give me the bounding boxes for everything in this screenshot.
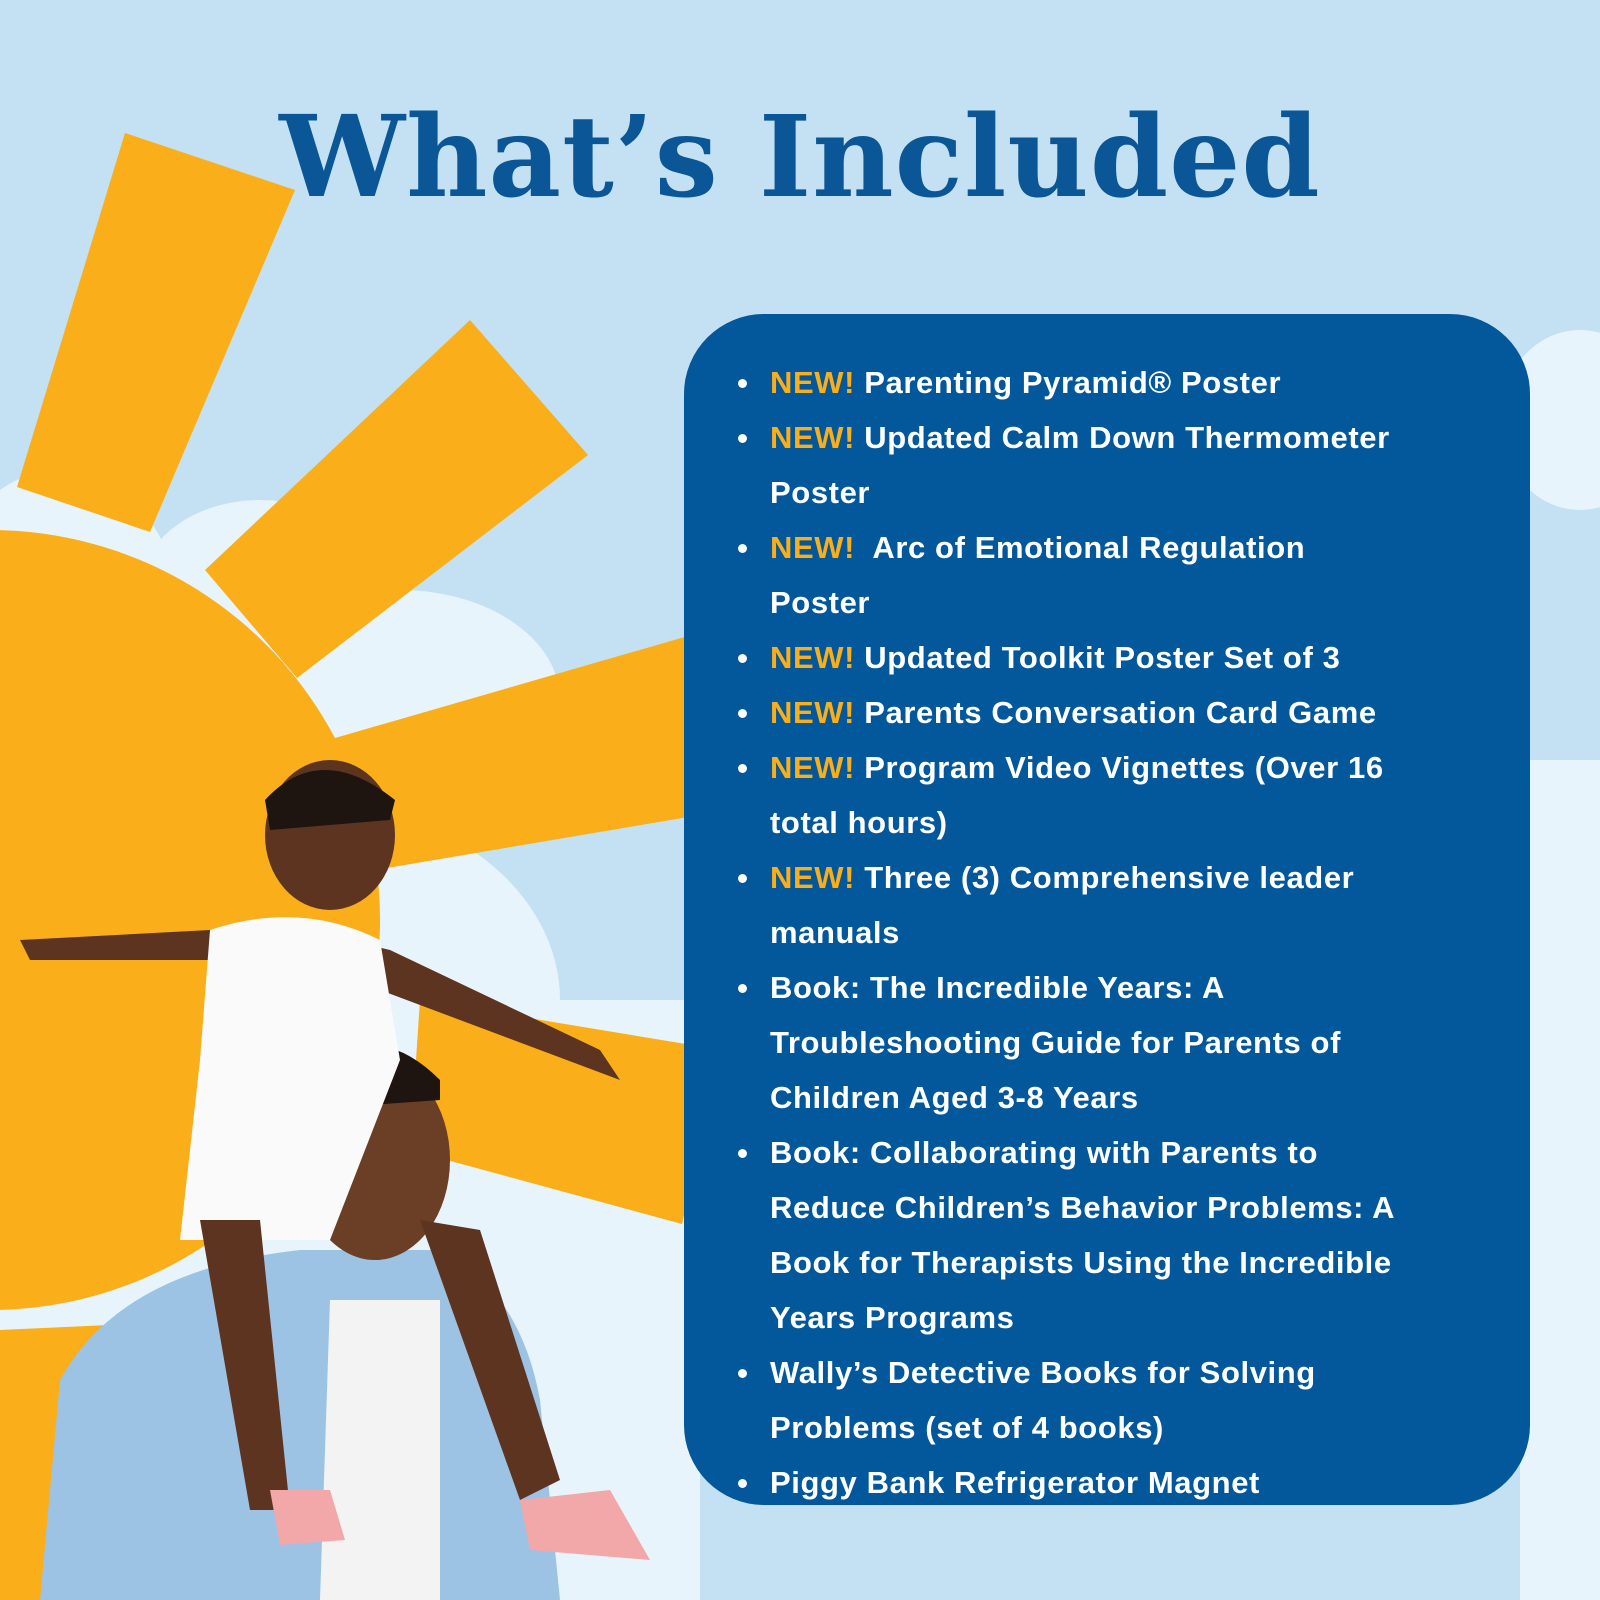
list-item-line: total hours) — [770, 795, 1520, 850]
list-item: NEW! Updated Calm Down Thermometer Poster — [738, 410, 1520, 520]
new-badge: NEW! — [770, 420, 856, 455]
list-item-line: NEW! Arc of Emotional Regulation — [770, 520, 1520, 575]
list-item-text: Book for Therapists Using the Incredible — [770, 1245, 1392, 1280]
bullet-icon — [738, 1479, 747, 1488]
list-item-line: Problems (set of 4 books) — [770, 1400, 1520, 1455]
included-items-panel — [684, 314, 1530, 1505]
list-item-text: Reduce Children’s Behavior Problems: A — [770, 1190, 1396, 1225]
list-item-line: Poster — [770, 575, 1520, 630]
bullet-icon — [738, 379, 747, 388]
new-badge: NEW! — [770, 860, 856, 895]
list-item-text: Parents Conversation Card Game — [864, 695, 1377, 730]
list-item-text: manuals — [770, 915, 900, 950]
list-item: NEW! Updated Toolkit Poster Set of 3 — [738, 630, 1520, 685]
list-item-line: NEW! Parents Conversation Card Game — [770, 685, 1520, 740]
bullet-icon — [738, 709, 747, 718]
list-item-text: Troubleshooting Guide for Parents of — [770, 1025, 1342, 1060]
bullet-icon — [738, 654, 747, 663]
included-items-list: NEW! Parenting Pyramid® Poster NEW! Updat… — [738, 355, 1520, 1510]
list-item-text: Updated Toolkit Poster Set of 3 — [864, 640, 1341, 675]
new-badge: NEW! — [770, 750, 856, 785]
list-item-text: Years Programs — [770, 1300, 1015, 1335]
new-badge: NEW! — [770, 365, 856, 400]
bullet-icon — [738, 874, 747, 883]
list-item-line: Years Programs — [770, 1290, 1520, 1345]
list-item: NEW! Parents Conversation Card Game — [738, 685, 1520, 740]
list-item-line: Reduce Children’s Behavior Problems: A — [770, 1180, 1520, 1235]
list-item-text: Book: Collaborating with Parents to — [770, 1135, 1319, 1170]
list-item-text: Book: The Incredible Years: A — [770, 970, 1225, 1005]
bullet-icon — [738, 984, 747, 993]
list-item: NEW! Arc of Emotional Regulation Poster — [738, 520, 1520, 630]
bullet-icon — [738, 764, 747, 773]
new-badge: NEW! — [770, 530, 856, 565]
list-item: Wally’s Detective Books for Solving Probl… — [738, 1345, 1520, 1455]
list-item-line: Troubleshooting Guide for Parents of — [770, 1015, 1520, 1070]
list-item-text: Children Aged 3-8 Years — [770, 1080, 1139, 1115]
list-item-text: Updated Calm Down Thermometer — [864, 420, 1390, 455]
list-item-line: NEW! Updated Calm Down Thermometer — [770, 410, 1520, 465]
list-item-line: Book for Therapists Using the Incredible — [770, 1235, 1520, 1290]
list-item: Book: Collaborating with Parents to Reduc… — [738, 1125, 1520, 1345]
list-item-text: Poster — [770, 585, 871, 620]
bullet-icon — [738, 1369, 747, 1378]
bullet-icon — [738, 544, 747, 553]
list-item-text: Parenting Pyramid® Poster — [864, 365, 1282, 400]
list-item-text: Problems (set of 4 books) — [770, 1410, 1164, 1445]
list-item-text: total hours) — [770, 805, 948, 840]
bullet-icon — [738, 434, 747, 443]
list-item: NEW! Program Video Vignettes (Over 16 tot… — [738, 740, 1520, 850]
list-item-text: Wally’s Detective Books for Solving — [770, 1355, 1316, 1390]
father-and-daughter-photo — [20, 760, 650, 1600]
list-item-line: Piggy Bank Refrigerator Magnet — [770, 1455, 1520, 1510]
list-item-line: NEW! Three (3) Comprehensive leader — [770, 850, 1520, 905]
list-item-line: NEW! Program Video Vignettes (Over 16 — [770, 740, 1520, 795]
list-item-line: Children Aged 3-8 Years — [770, 1070, 1520, 1125]
list-item-text: Poster — [770, 475, 871, 510]
list-item-text: Program Video Vignettes (Over 16 — [864, 750, 1384, 785]
list-item-line: manuals — [770, 905, 1520, 960]
list-item-line: NEW! Updated Toolkit Poster Set of 3 — [770, 630, 1520, 685]
list-item-line: Book: The Incredible Years: A — [770, 960, 1520, 1015]
list-item-line: Wally’s Detective Books for Solving — [770, 1345, 1520, 1400]
list-item-line: Poster — [770, 465, 1520, 520]
bullet-icon — [738, 1149, 747, 1158]
list-item: NEW! Parenting Pyramid® Poster — [738, 355, 1520, 410]
list-item: Book: The Incredible Years: A Troubleshoo… — [738, 960, 1520, 1125]
list-item-line: NEW! Parenting Pyramid® Poster — [770, 355, 1520, 410]
list-item: Piggy Bank Refrigerator Magnet — [738, 1455, 1520, 1510]
list-item-text: Piggy Bank Refrigerator Magnet — [770, 1465, 1260, 1500]
new-badge: NEW! — [770, 640, 856, 675]
list-item-line: Book: Collaborating with Parents to — [770, 1125, 1520, 1180]
list-item-text: Arc of Emotional Regulation — [864, 530, 1306, 565]
list-item: NEW! Three (3) Comprehensive leader manua… — [738, 850, 1520, 960]
new-badge: NEW! — [770, 695, 856, 730]
list-item-text: Three (3) Comprehensive leader — [864, 860, 1355, 895]
page-title: What’s Included — [279, 92, 1321, 223]
